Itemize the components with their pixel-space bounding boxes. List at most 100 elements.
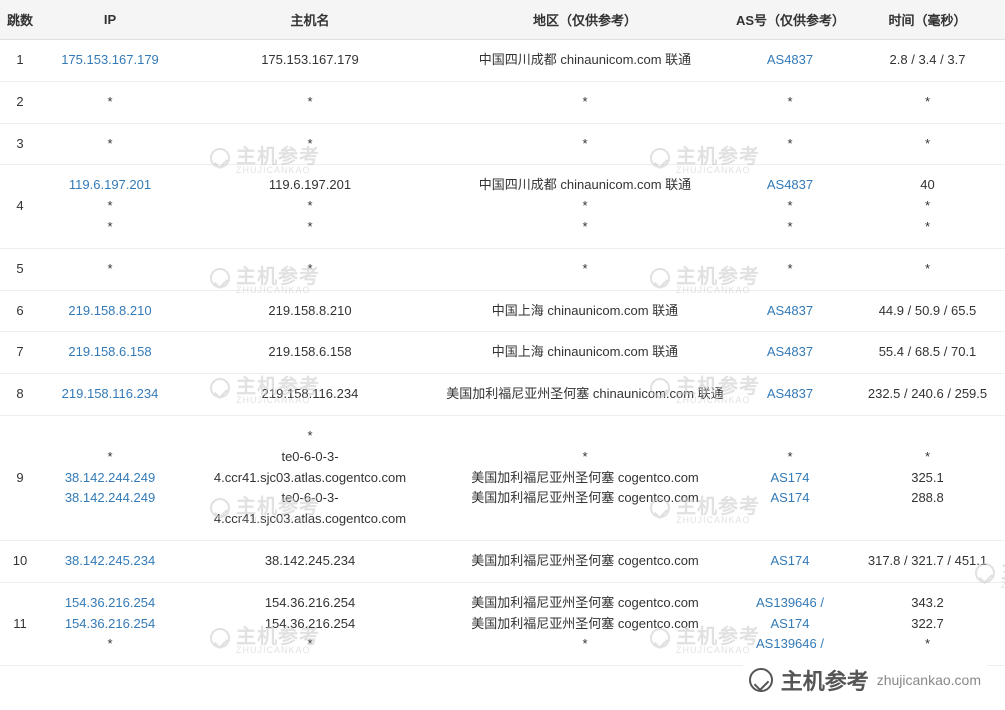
- asn-value[interactable]: AS174: [736, 488, 844, 509]
- header-hostname: 主机名: [180, 0, 440, 40]
- table-row: 5*****: [0, 248, 1005, 290]
- location-cell: 中国上海 chinaunicom.com 联通: [440, 332, 730, 374]
- hostname-value: 119.6.197.201: [186, 175, 434, 196]
- hostname-value: *: [186, 92, 434, 113]
- hostname-cell: 219.158.6.158: [180, 332, 440, 374]
- hostname-cell: 38.142.245.234: [180, 540, 440, 582]
- hostname-value: 219.158.6.158: [186, 342, 434, 363]
- ip-value[interactable]: 154.36.216.254: [46, 614, 174, 635]
- hostname-value: *: [186, 196, 434, 217]
- time-value: 40: [856, 175, 999, 196]
- ip-value[interactable]: 219.158.6.158: [46, 342, 174, 363]
- time-value: 44.9 / 50.9 / 65.5: [856, 301, 999, 322]
- asn-value[interactable]: AS174: [736, 614, 844, 635]
- ip-value[interactable]: 175.153.167.179: [46, 50, 174, 71]
- ip-value: *: [46, 196, 174, 217]
- location-value: 中国上海 chinaunicom.com 联通: [446, 342, 724, 363]
- table-row: 6219.158.8.210219.158.8.210中国上海 chinauni…: [0, 290, 1005, 332]
- asn-value[interactable]: AS4837: [736, 384, 844, 405]
- time-cell: 44.9 / 50.9 / 65.5: [850, 290, 1005, 332]
- location-value: *: [446, 196, 724, 217]
- location-cell: 中国四川成都 chinaunicom.com 联通: [440, 40, 730, 82]
- ip-cell: *: [40, 248, 180, 290]
- ip-value: *: [46, 217, 174, 238]
- asn-cell: AS174: [730, 540, 850, 582]
- ip-cell: 175.153.167.179: [40, 40, 180, 82]
- asn-cell: AS4837**: [730, 165, 850, 248]
- hostname-cell: 119.6.197.201**: [180, 165, 440, 248]
- asn-cell: AS139646 /AS174AS139646 /: [730, 582, 850, 665]
- location-value: *: [446, 134, 724, 155]
- hop-cell: 8: [0, 374, 40, 416]
- location-cell: *美国加利福尼亚州圣何塞 cogentco.com美国加利福尼亚州圣何塞 cog…: [440, 415, 730, 540]
- ip-value[interactable]: 154.36.216.254: [46, 593, 174, 614]
- asn-value[interactable]: AS139646 /: [736, 634, 844, 655]
- time-value: *: [856, 634, 999, 655]
- time-value: *: [856, 134, 999, 155]
- asn-value[interactable]: AS174: [736, 468, 844, 489]
- location-cell: *: [440, 81, 730, 123]
- footer-brand-cn: 主机参考: [781, 664, 869, 696]
- time-value: 55.4 / 68.5 / 70.1: [856, 342, 999, 363]
- time-value: 232.5 / 240.6 / 259.5: [856, 384, 999, 405]
- asn-value: *: [736, 447, 844, 468]
- time-value: *: [856, 92, 999, 113]
- hostname-value: 38.142.245.234: [186, 551, 434, 572]
- hostname-value: te0-6-0-3-4.ccr41.sjc03.atlas.cogentco.c…: [186, 447, 434, 489]
- hostname-value: 154.36.216.254: [186, 593, 434, 614]
- ip-value[interactable]: 219.158.116.234: [46, 384, 174, 405]
- ip-value[interactable]: 38.142.245.234: [46, 551, 174, 572]
- asn-cell: AS4837: [730, 40, 850, 82]
- hostname-cell: *: [180, 123, 440, 165]
- hostname-value: *: [186, 217, 434, 238]
- time-cell: *325.1288.8: [850, 415, 1005, 540]
- time-value: *: [856, 196, 999, 217]
- header-ip: IP: [40, 0, 180, 40]
- asn-value[interactable]: AS174: [736, 551, 844, 572]
- header-asn: AS号（仅供参考）: [730, 0, 850, 40]
- ip-value: *: [46, 134, 174, 155]
- asn-cell: *AS174AS174: [730, 415, 850, 540]
- hostname-value: *: [186, 259, 434, 280]
- asn-value[interactable]: AS4837: [736, 301, 844, 322]
- hostname-value: 175.153.167.179: [186, 50, 434, 71]
- hop-cell: 2: [0, 81, 40, 123]
- asn-value[interactable]: AS4837: [736, 50, 844, 71]
- table-row: 10 38.142.245.234 38.142.245.234 美国加利福尼亚州圣何…: [0, 540, 1005, 582]
- location-cell: *: [440, 123, 730, 165]
- ip-value[interactable]: 119.6.197.201: [46, 175, 174, 196]
- hostname-value: 154.36.216.254: [186, 614, 434, 635]
- hop-cell: 10: [0, 540, 40, 582]
- location-value: 美国加利福尼亚州圣何塞 cogentco.com: [446, 593, 724, 614]
- header-hop: 跳数: [0, 0, 40, 40]
- time-value: 317.8 / 321.7 / 451.1: [856, 551, 999, 572]
- ip-value[interactable]: 219.158.8.210: [46, 301, 174, 322]
- ip-value[interactable]: 38.142.244.249: [46, 468, 174, 489]
- asn-value[interactable]: AS4837: [736, 342, 844, 363]
- ip-cell: 38.142.245.234: [40, 540, 180, 582]
- hostname-cell: 154.36.216.254154.36.216.254*: [180, 582, 440, 665]
- asn-cell: AS4837: [730, 374, 850, 416]
- asn-value[interactable]: AS139646 /: [736, 593, 844, 614]
- location-value: *: [446, 634, 724, 655]
- ip-cell: 219.158.6.158: [40, 332, 180, 374]
- ip-value[interactable]: 38.142.244.249: [46, 488, 174, 509]
- location-cell: 美国加利福尼亚州圣何塞 cogentco.com: [440, 540, 730, 582]
- location-value: 美国加利福尼亚州圣何塞 cogentco.com: [446, 488, 724, 509]
- time-value: 288.8: [856, 488, 999, 509]
- time-value: *: [856, 447, 999, 468]
- brand-logo-icon: [749, 668, 773, 692]
- hop-cell: 5: [0, 248, 40, 290]
- table-row: 2*****: [0, 81, 1005, 123]
- table-row: 3*****: [0, 123, 1005, 165]
- hostname-value: te0-6-0-3-4.ccr41.sjc03.atlas.cogentco.c…: [186, 488, 434, 530]
- ip-cell: 154.36.216.254154.36.216.254*: [40, 582, 180, 665]
- time-value: *: [856, 259, 999, 280]
- time-value: 2.8 / 3.4 / 3.7: [856, 50, 999, 71]
- table-row: 8219.158.116.234219.158.116.234美国加利福尼亚州圣…: [0, 374, 1005, 416]
- hop-cell: 11: [0, 582, 40, 665]
- time-cell: *: [850, 81, 1005, 123]
- table-row: 1175.153.167.179175.153.167.179中国四川成都 ch…: [0, 40, 1005, 82]
- location-value: *: [446, 217, 724, 238]
- asn-value[interactable]: AS4837: [736, 175, 844, 196]
